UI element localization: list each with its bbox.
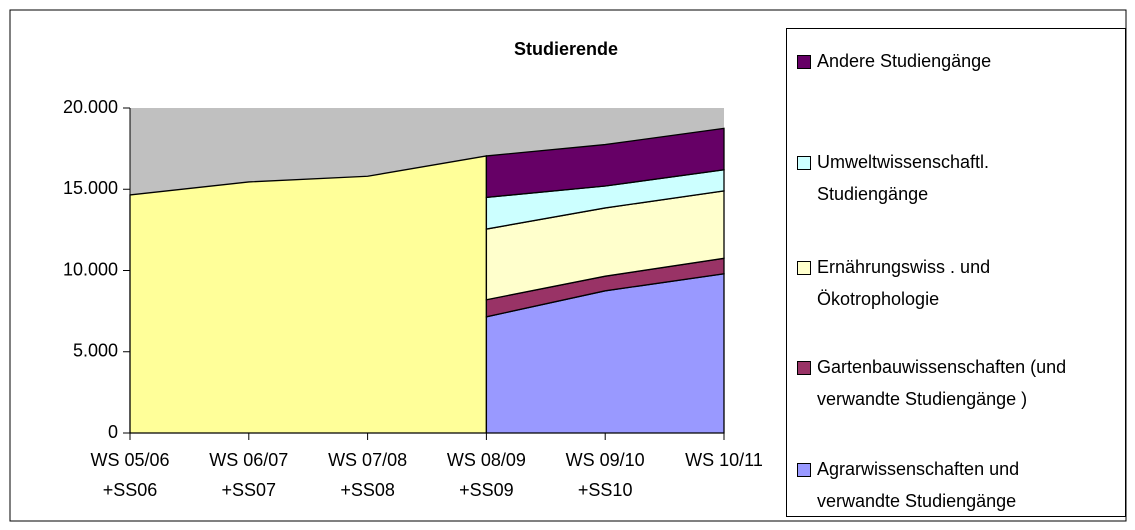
legend-swatch [797,361,811,375]
legend-item: Gartenbauwissenschaften (und verwandte S… [797,351,1087,415]
legend-label: Ernährungswiss . und Ökotrophologie [817,257,991,309]
legend-label: Andere Studiengänge [817,51,992,71]
x-tick-label: WS 08/09 +SS09 [446,450,526,500]
legend-item: Andere Studiengänge [797,45,1087,77]
legend-label: Agrarwissenschaften und verwandte Studie… [817,459,1020,511]
x-tick-label: WS 10/11 [685,450,763,470]
y-tick-label: 5.000 [73,341,118,361]
legend-item: Umweltwissenschaftl. Studiengänge [797,146,1087,210]
y-tick-label: 10.000 [63,259,118,279]
legend-label: Umweltwissenschaftl. Studiengänge [817,152,990,204]
legend-swatch [797,55,811,69]
y-tick-label: 0 [108,422,118,442]
legend-label: Gartenbauwissenschaften (und verwandte S… [817,357,1067,409]
area [129,155,488,434]
chart-frame [9,9,1127,522]
x-tick-label: WS 05/06 +SS06 [90,450,170,500]
chart-title: Studierende [514,39,618,59]
legend-item: Ernährungswiss . und Ökotrophologie [797,251,1087,315]
x-tick-label: WS 06/07 +SS07 [209,450,289,500]
legend-swatch [797,261,811,275]
legend-item: Agrarwissenschaften und verwandte Studie… [797,453,1087,517]
legend-swatch [797,463,811,477]
legend: Andere Studiengänge Umweltwissenschaftl. … [786,28,1126,517]
y-tick-label: 20.000 [63,97,118,117]
legend-swatch [797,156,811,170]
y-tick-label: 15.000 [63,178,118,198]
x-tick-label: WS 07/08 +SS08 [328,450,408,500]
x-tick-label: WS 09/10 +SS10 [565,450,645,500]
area [485,127,725,199]
